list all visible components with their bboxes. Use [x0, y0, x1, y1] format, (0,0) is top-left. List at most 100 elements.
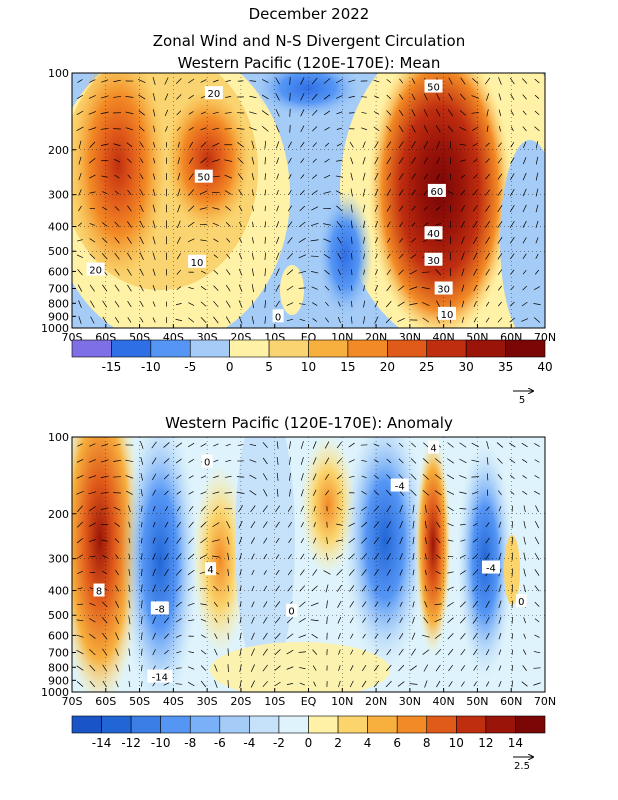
- anomaly-wind-vector: [386, 458, 392, 464]
- anomaly-wind-vector: [447, 506, 454, 511]
- mean-wind-vector: [472, 126, 479, 131]
- anomaly-wind-vector: [275, 601, 281, 608]
- anomaly-wind-vector: [163, 633, 169, 639]
- anomaly-wind-vector: [310, 619, 319, 622]
- mean-wind-vector: [323, 253, 331, 259]
- anomaly-wind-vector: [338, 665, 341, 671]
- anomaly-wind-vector: [128, 648, 131, 656]
- mean-colorbar-label: 20: [380, 360, 395, 374]
- mean-wind-vector: [522, 172, 527, 181]
- mean-wind-vector: [152, 220, 156, 229]
- mean-wind-vector: [261, 110, 269, 116]
- mean-wind-vector: [238, 300, 243, 308]
- anomaly-wind-vector: [163, 682, 170, 686]
- anomaly-colorbar-swatch: [189, 715, 221, 734]
- anomaly-y-tick-label: 600: [48, 629, 69, 642]
- anomaly-vectors: [76, 441, 541, 689]
- mean-wind-vector: [188, 94, 194, 99]
- mean-wind-vector: [225, 96, 232, 98]
- anomaly-wind-vector: [361, 664, 367, 672]
- mean-wind-vector: [411, 173, 416, 180]
- mean-wind-vector: [534, 286, 540, 290]
- anomaly-wind-vector: [410, 489, 417, 496]
- anomaly-wind-vector: [77, 570, 83, 575]
- mean-contour-label: 50: [197, 173, 210, 184]
- mean-wind-vector: [77, 284, 83, 292]
- anomaly-wind-vector: [287, 505, 293, 512]
- mean-wind-vector: [114, 206, 120, 211]
- mean-field: [72, 73, 545, 328]
- mean-wind-vector: [485, 142, 490, 147]
- anomaly-wind-vector: [275, 554, 280, 559]
- anomaly-wind-vector: [521, 681, 528, 687]
- anomaly-wind-vector: [101, 601, 108, 608]
- anomaly-wind-vector: [225, 459, 232, 463]
- mean-wind-vector: [152, 268, 156, 276]
- anomaly-sh-high: [72, 437, 142, 692]
- mean-wind-vector: [165, 126, 168, 132]
- mean-wind-vector: [386, 79, 392, 83]
- anomaly-wind-vector: [349, 601, 354, 608]
- mean-wind-vector: [189, 141, 194, 148]
- mean-wind-vector: [125, 127, 134, 131]
- mean-wind-vector: [298, 254, 307, 259]
- mean-wind-vector: [114, 284, 120, 292]
- anomaly-wind-vector: [152, 553, 156, 560]
- mean-wind-vector: [436, 300, 441, 308]
- mean-wind-vector: [225, 222, 231, 227]
- mean-wind-vector: [435, 109, 441, 117]
- mean-wind-vector: [486, 93, 490, 101]
- mean-wind-vector: [522, 157, 527, 165]
- anomaly-wind-vector: [175, 601, 182, 607]
- mean-wind-vector: [311, 286, 318, 290]
- anomaly-contour-label: 0: [518, 597, 524, 608]
- mean-wind-vector: [509, 237, 515, 244]
- mean-wind-vector: [249, 80, 257, 82]
- mean-wind-vector: [299, 318, 306, 322]
- anomaly-wind-vector: [335, 539, 343, 542]
- anomaly-x-tick-label: 40N: [433, 695, 455, 708]
- anomaly-wind-vector: [498, 633, 502, 640]
- mean-wind-vector: [224, 190, 232, 195]
- mean-wind-vector: [473, 268, 478, 276]
- anomaly-contour-label-box: [390, 478, 409, 492]
- mean-wind-vector: [100, 127, 109, 130]
- anomaly-wind-vector: [523, 633, 526, 639]
- mean-wind-vector: [89, 79, 96, 83]
- anomaly-wind-vector: [373, 680, 380, 688]
- mean-wind-vector: [78, 316, 82, 324]
- anomaly-wind-vector: [447, 648, 454, 656]
- anomaly-colorbar-swatch: [249, 715, 280, 734]
- mean-wind-vector: [102, 206, 108, 211]
- mean-wind-vector: [522, 237, 527, 244]
- anomaly-wind-vector: [227, 648, 229, 656]
- mean-wind-vector: [213, 316, 219, 324]
- mean-colorbar-swatch: [229, 339, 270, 358]
- anomaly-wind-vector: [410, 458, 417, 464]
- anomaly-wind-vector: [313, 505, 316, 512]
- anomaly-wind-vector: [448, 681, 453, 687]
- mean-wind-vector: [523, 141, 527, 148]
- mean-wind-vector: [310, 222, 319, 226]
- mean-wind-vector: [351, 316, 353, 324]
- anomaly-colorbar: -14 -12 -10 -8 -6 -4 -2 0 2 4 6 8 10 12 14: [71, 715, 546, 750]
- mean-wind-vector: [363, 269, 365, 275]
- anomaly-wind-vector: [522, 490, 528, 495]
- anomaly-wind-vector: [386, 585, 391, 592]
- anomaly-wind-vector: [424, 537, 427, 545]
- anomaly-wind-vector: [164, 568, 169, 577]
- anomaly-y-tick-label: 400: [48, 585, 69, 598]
- anomaly-wind-vector: [373, 537, 380, 544]
- mean-wind-vector: [522, 126, 527, 132]
- anomaly-wind-vector: [76, 650, 84, 655]
- anomaly-wind-vector: [214, 648, 218, 656]
- mean-wind-vector: [386, 110, 392, 116]
- mean-wind-vector: [251, 156, 255, 165]
- anomaly-wind-vector: [447, 523, 454, 527]
- mean-wind-vector: [386, 173, 392, 181]
- mean-wind-vector: [89, 191, 96, 194]
- anomaly-wind-vector: [435, 537, 441, 544]
- mean-wind-vector: [485, 189, 491, 196]
- mean-wind-vector: [153, 125, 156, 133]
- anomaly-contour-label-box: [150, 601, 169, 615]
